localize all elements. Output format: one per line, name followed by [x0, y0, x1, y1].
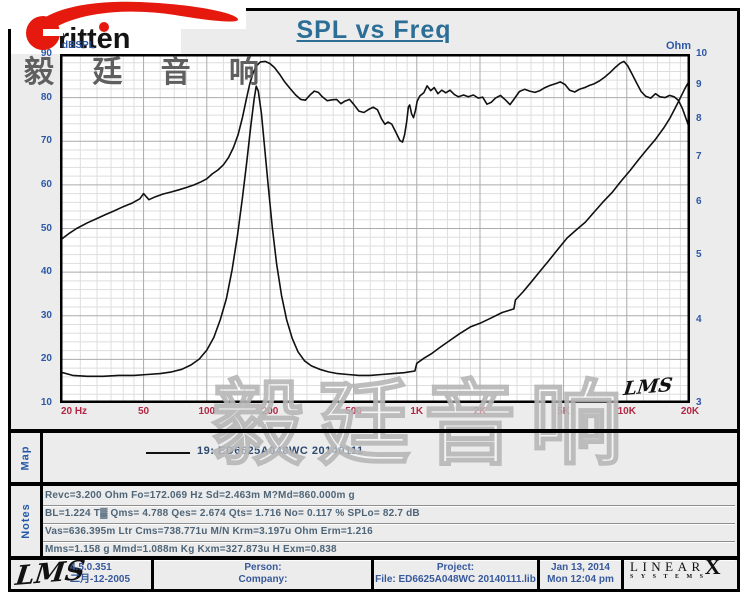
left-axis-tick: 80	[40, 91, 52, 103]
x-axis-tick: 100	[198, 406, 216, 417]
right-axis-tick: 3	[696, 397, 702, 408]
right-axis-ticks: 10 9 8 7 6 5 4 3	[694, 48, 734, 408]
separator	[11, 556, 737, 560]
x-axis-tick: 1K	[410, 406, 424, 417]
x-axis-tick: 20 Hz	[60, 406, 88, 417]
left-axis-tick: 30	[40, 309, 52, 321]
right-axis-tick: 6	[696, 196, 702, 208]
left-axis-tick: 40	[40, 266, 52, 278]
right-axis-tick: 8	[696, 112, 702, 124]
linearx-word: LINEAR	[630, 559, 705, 574]
x-axis-tick: 500	[345, 406, 362, 417]
app-version: 4.5.0.351	[70, 562, 112, 573]
divider	[371, 560, 374, 589]
x-axis-tick: 2K	[473, 406, 487, 417]
divider	[537, 560, 540, 589]
left-axis-tick: 90	[40, 48, 52, 59]
left-axis-tick: 60	[40, 178, 52, 190]
datetime-cell: Jan 13, 2014 Mon 12:04 pm	[540, 562, 621, 586]
spl-impedance-chart	[60, 54, 690, 403]
x-axis-tick: 10K	[617, 406, 636, 417]
brand-chinese-text: 毅 廷 音 响	[24, 56, 275, 89]
right-axis-tick: 4	[696, 313, 702, 325]
legend-text: 19: ED6625A048WC 20140111	[197, 445, 364, 457]
x-axis-tick: 200	[261, 406, 279, 417]
file-label: File: ED6625A048WC 20140111.lib	[375, 574, 536, 585]
app-version-date: 二月-12-2005	[70, 574, 131, 585]
x-axis-tick: 50	[138, 406, 150, 417]
notes-line: Revc=3.200 Ohm Fo=172.069 Hz Sd=2.463m M…	[43, 488, 735, 506]
project-file-cell: Project: File: ED6625A048WC 20140111.lib	[374, 562, 537, 586]
linearx-x: X	[704, 554, 721, 579]
divider	[621, 560, 624, 589]
project-label: Project:	[436, 562, 475, 573]
notes-panel: Revc=3.200 Ohm Fo=172.069 Hz Sd=2.463m M…	[43, 488, 735, 560]
left-axis-tick: 20	[40, 353, 52, 365]
brand-swoosh-icon	[26, 1, 239, 50]
company-label: Company:	[238, 574, 288, 585]
map-label-cell: Map	[11, 433, 40, 482]
x-axis-tick: 5K	[557, 406, 570, 417]
brand-text: ritten	[58, 23, 131, 55]
right-axis-tick: 7	[696, 151, 702, 163]
title-bar: SPL vs Freq	[11, 16, 737, 45]
left-axis-tick: 10	[40, 397, 52, 408]
divider	[40, 486, 43, 556]
left-axis-tick: 70	[40, 135, 52, 147]
right-axis-tick: 5	[696, 248, 702, 260]
right-axis-tick: 10	[696, 48, 708, 59]
person-label: Person:	[244, 562, 282, 573]
left-axis-ticks: 90 80 70 60 50 40 30 20 10	[18, 48, 56, 408]
report-time: Mon 12:04 pm	[547, 574, 614, 585]
separator	[11, 429, 737, 433]
map-label: Map	[19, 445, 32, 470]
linearx-systems-text: SYSTEMS	[630, 574, 711, 580]
notes-line: Vas=636.395m Ltr Cms=738.771u M/N Krm=3.…	[43, 524, 735, 542]
x-axis-tick: 20K	[680, 406, 700, 417]
person-company-cell: Person: Company:	[155, 562, 371, 586]
separator	[11, 482, 737, 486]
left-axis-tick: 50	[40, 222, 52, 234]
legend-line-swatch	[146, 452, 190, 454]
version-block: 4.5.0.351 二月-12-2005	[70, 562, 130, 586]
left-axis-label: dBSPL	[62, 40, 95, 51]
divider	[151, 560, 154, 589]
page-title: SPL vs Freq	[296, 16, 452, 44]
lms-chart-logo: LMS	[622, 373, 674, 401]
notes-label-cell: Notes	[11, 486, 40, 556]
report-date: Jan 13, 2014	[551, 562, 610, 573]
x-axis-ticks: 20 Hz 50 100 200 500 1K 2K 5K 10K 20K	[60, 406, 720, 420]
right-axis-label: Ohm	[666, 40, 692, 52]
notes-line: BL=1.224 T▓ Qms= 4.788 Qes= 2.674 Qts= 1…	[43, 506, 735, 524]
divider	[40, 433, 43, 482]
notes-label: Notes	[19, 503, 32, 539]
linearx-logo: LINEAR X SYSTEMS	[626, 554, 736, 583]
right-axis-tick: 9	[696, 78, 702, 90]
